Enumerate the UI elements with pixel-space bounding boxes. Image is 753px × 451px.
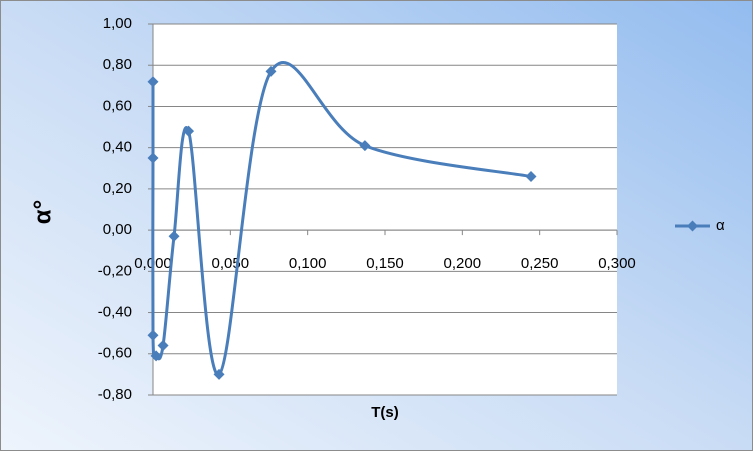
y-tick-label: 0,80 [103,56,132,73]
x-axis-label: T(s) [371,404,399,421]
data-point [168,230,180,242]
y-tick-label: -0,40 [98,304,132,321]
plot-area [153,24,617,395]
data-point [147,329,159,341]
legend-marker [687,220,698,232]
y-tick-label: 0,60 [103,97,132,114]
data-point [525,171,537,183]
x-tick-label: 0,100 [289,255,327,272]
data-point [147,152,159,164]
y-axis-label: α° [29,200,56,224]
legend-label: α [716,217,725,234]
x-tick-label: 0,150 [366,255,404,272]
y-tick-label: -0,60 [98,345,132,362]
y-tick-label: 1,00 [103,15,132,32]
data-point [157,340,169,352]
data-point [150,350,162,362]
y-tick-label: -0,80 [98,386,132,403]
y-tick-label: 0,20 [103,180,132,197]
data-point [265,65,277,77]
data-point [183,125,195,137]
data-point [147,76,159,88]
data-point [359,140,371,152]
y-tick-label: 0,40 [103,139,132,156]
y-tick-label: -0,20 [98,262,132,279]
y-tick-label: 0,00 [103,221,132,238]
data-point [213,368,225,380]
x-tick-label: 0,300 [598,255,636,272]
x-tick-label: 0,200 [444,255,482,272]
x-tick-label: 0,050 [212,255,250,272]
x-tick-label: 0,250 [521,255,559,272]
